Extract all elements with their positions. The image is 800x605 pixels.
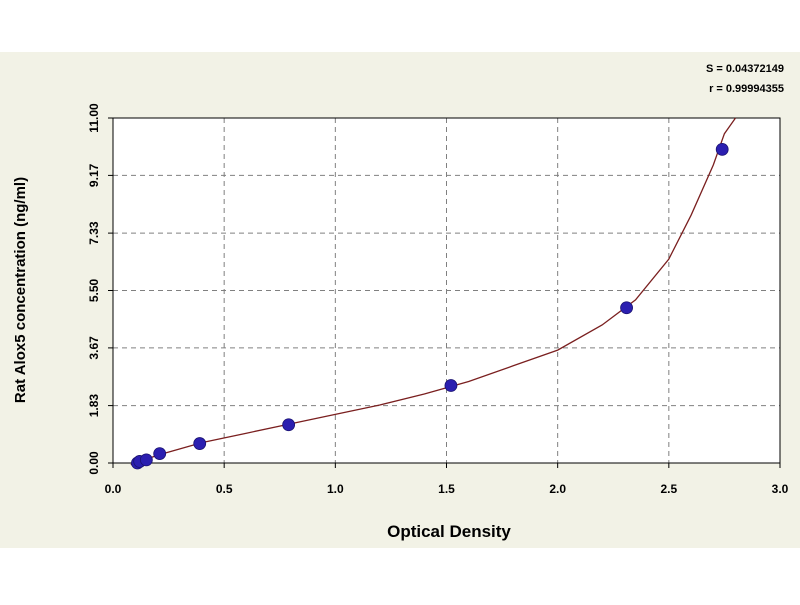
x-tick-label: 0.0: [105, 482, 122, 496]
x-tick-label: 1.5: [438, 482, 455, 496]
y-tick-label: 0.00: [87, 451, 101, 475]
data-point: [139, 453, 153, 467]
s-stat-label: S = 0.04372149: [706, 63, 784, 75]
x-tick-label: 2.0: [549, 482, 566, 496]
x-axis-label: Optical Density: [387, 522, 511, 541]
data-point: [715, 142, 729, 156]
data-points: [131, 142, 729, 470]
x-tick-label: 0.5: [216, 482, 233, 496]
y-tick-label: 9.17: [87, 163, 101, 187]
y-tick-label: 11.00: [87, 103, 101, 133]
data-point: [282, 418, 296, 432]
x-tick-label: 3.0: [772, 482, 789, 496]
x-tick-label: 2.5: [660, 482, 677, 496]
plot-frame: [112, 117, 781, 464]
axes: [108, 117, 781, 468]
tick-labels: 0.0 0.5 1.0 1.5 2.0 2.5 3.0 0.00 1.83 3.67 5.50 7.3…: [87, 103, 789, 496]
x-tick-label: 1.0: [327, 482, 344, 496]
y-axis-label: Rat Alox5 concentration (ng/ml): [12, 177, 29, 403]
fit-curve: [130, 117, 737, 466]
y-tick-label: 7.33: [87, 221, 101, 245]
y-tick-label: 3.67: [87, 336, 101, 360]
data-point: [620, 301, 633, 315]
data-point: [153, 447, 167, 460]
fit-curve-group: [130, 117, 737, 466]
data-point: [193, 437, 207, 450]
r-stat-label: r = 0.99994355: [709, 83, 784, 95]
y-tick-label: 1.83: [87, 394, 101, 418]
y-tick-label: 5.50: [87, 278, 101, 302]
data-point: [444, 379, 458, 392]
gridlines: [113, 118, 780, 463]
